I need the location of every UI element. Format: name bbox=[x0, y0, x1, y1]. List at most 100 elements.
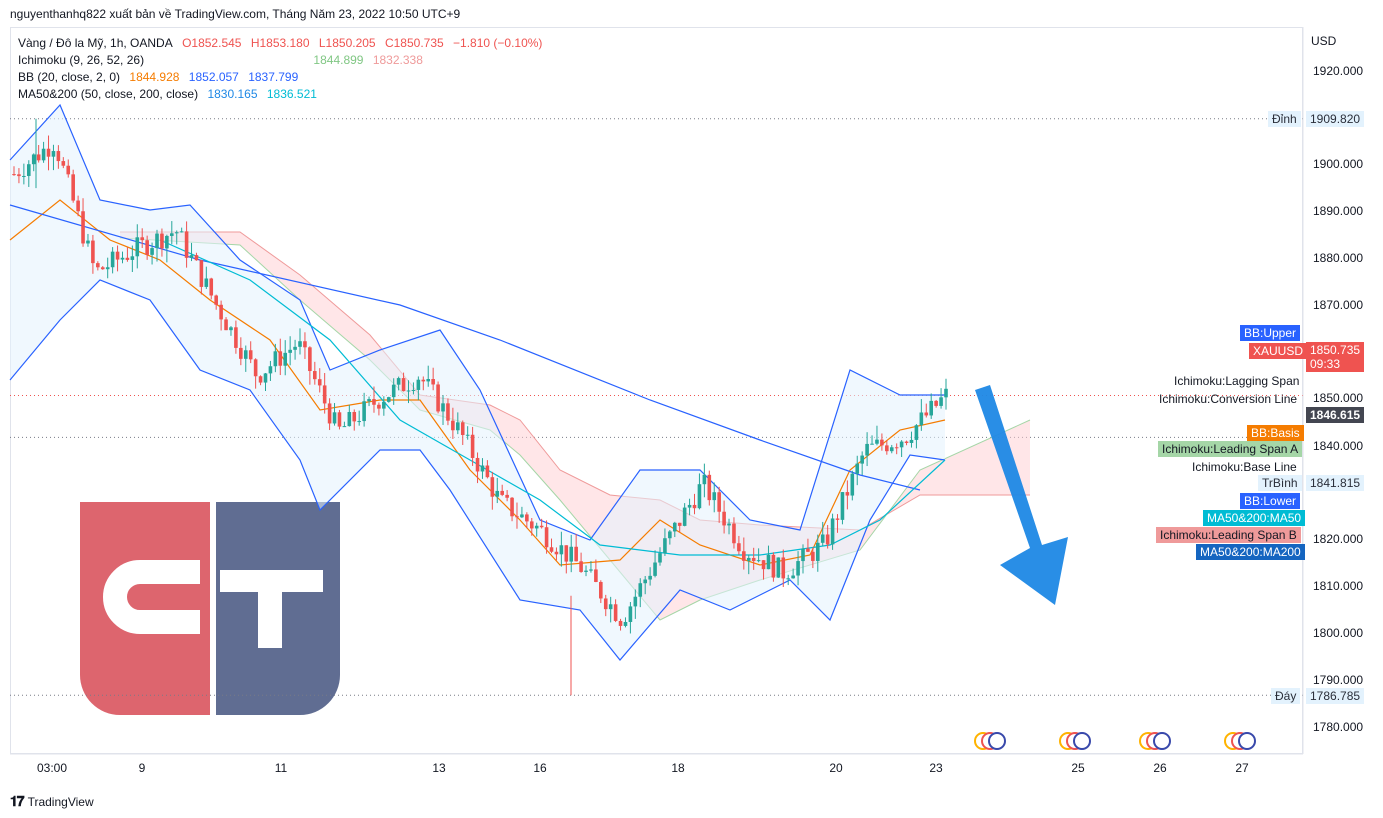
candle-body bbox=[825, 534, 830, 545]
candle-body bbox=[456, 422, 460, 431]
candle-body bbox=[465, 434, 470, 436]
ohlc-change: −1.810 (−0.10%) bbox=[453, 36, 543, 50]
bb-basis-value: 1844.928 bbox=[129, 70, 180, 84]
candle-body bbox=[91, 240, 95, 264]
y-tick-label: 1800.000 bbox=[1313, 626, 1363, 640]
candle-body bbox=[628, 606, 633, 622]
candle-body bbox=[579, 561, 583, 572]
candle-body bbox=[401, 378, 406, 392]
bb-upper-value: 1852.057 bbox=[188, 70, 239, 84]
tradingview-logo-icon: 𝟏𝟕 bbox=[10, 793, 25, 809]
candle-body bbox=[96, 263, 100, 268]
candle-body bbox=[436, 384, 440, 412]
candle-body bbox=[278, 351, 283, 366]
candle-body bbox=[258, 376, 263, 383]
candle-body bbox=[199, 260, 204, 287]
event-flag-icon bbox=[1073, 732, 1091, 750]
candle-body bbox=[633, 596, 638, 607]
candle-body bbox=[840, 492, 845, 520]
candle-body bbox=[165, 235, 169, 249]
y-tick-label: 1840.000 bbox=[1313, 439, 1363, 453]
symbol-tag: XAUUSD bbox=[1249, 343, 1308, 359]
ichimoku-cloud bbox=[120, 232, 1030, 620]
candle-body bbox=[717, 492, 721, 512]
candle-body bbox=[776, 557, 781, 578]
candle-body bbox=[416, 379, 421, 390]
candle-body bbox=[396, 378, 401, 385]
candle-body bbox=[643, 579, 647, 584]
candle-body bbox=[500, 490, 504, 495]
candle-body bbox=[771, 554, 776, 578]
footer-brand[interactable]: 𝟏𝟕 TradingView bbox=[10, 793, 94, 810]
candle-body bbox=[801, 548, 805, 562]
brand-name: TradingView bbox=[27, 794, 94, 809]
ichimoku-label[interactable]: Ichimoku (9, 26, 52, 26) bbox=[18, 53, 145, 67]
x-tick-label: 11 bbox=[275, 761, 288, 775]
leading-span-a-tag: Ichimoku:Leading Span A bbox=[1158, 441, 1303, 457]
avg-value-tag: 1841.815 bbox=[1306, 475, 1365, 491]
bb-label[interactable]: BB (20, close, 2, 0) bbox=[18, 70, 121, 84]
candle-body bbox=[475, 457, 480, 472]
candle-body bbox=[648, 575, 652, 580]
candle-body bbox=[303, 341, 307, 348]
candle-body bbox=[939, 397, 943, 406]
candle-body bbox=[263, 373, 268, 383]
x-tick-label: 20 bbox=[829, 761, 843, 775]
candle-body bbox=[17, 174, 21, 177]
candle-body bbox=[904, 441, 909, 443]
candle-body bbox=[830, 518, 835, 545]
candle-body bbox=[86, 240, 90, 244]
candle-body bbox=[431, 379, 435, 385]
x-tick-label: 16 bbox=[533, 761, 547, 775]
low-value-tag: 1786.785 bbox=[1306, 688, 1365, 704]
candle-body bbox=[288, 349, 292, 353]
candle-body bbox=[243, 350, 248, 359]
candle-body bbox=[697, 484, 702, 509]
candle-body bbox=[746, 557, 751, 561]
candle-body bbox=[594, 569, 598, 582]
candle-body bbox=[386, 397, 391, 402]
candle-body bbox=[584, 570, 588, 572]
candle-body bbox=[239, 347, 243, 359]
ma50-line bbox=[159, 239, 946, 556]
candle-body bbox=[899, 441, 904, 448]
logo-c-block bbox=[80, 502, 210, 715]
candle-body bbox=[894, 447, 899, 449]
candle-body bbox=[352, 412, 357, 422]
candle-body bbox=[298, 341, 302, 347]
candle-body bbox=[569, 546, 574, 562]
candle-body bbox=[525, 514, 529, 522]
symbol-label[interactable]: Vàng / Đô la Mỹ, 1h, OANDA bbox=[18, 36, 173, 50]
candle-body bbox=[539, 525, 544, 528]
candle-body bbox=[273, 351, 278, 367]
ma-label[interactable]: MA50&200 (50, close, 200, close) bbox=[18, 87, 199, 101]
candle-body bbox=[811, 551, 815, 561]
candle-body bbox=[169, 233, 174, 236]
y-tick-label: 1780.000 bbox=[1313, 720, 1363, 734]
candle-body bbox=[66, 165, 71, 175]
ma50-value: 1830.165 bbox=[207, 87, 258, 101]
candle-body bbox=[618, 620, 623, 626]
leading-span-b-tag: Ichimoku:Leading Span B bbox=[1156, 527, 1301, 543]
candle-body bbox=[209, 278, 214, 296]
x-tick-label: 25 bbox=[1071, 761, 1085, 775]
x-tick-label: 18 bbox=[671, 761, 685, 775]
high-label-tag: Đỉnh bbox=[1268, 111, 1301, 127]
candle-body bbox=[751, 557, 756, 561]
candle-body bbox=[702, 474, 707, 485]
x-tick-label: 03:00 bbox=[37, 761, 67, 775]
ma200-tag: MA50&200:MA200 bbox=[1196, 544, 1305, 560]
candle-body bbox=[599, 581, 603, 599]
candle-body bbox=[781, 557, 786, 579]
candle-body bbox=[914, 425, 919, 440]
candle-body bbox=[179, 231, 184, 233]
candle-body bbox=[885, 445, 889, 452]
candle-body bbox=[115, 251, 120, 260]
candle-body bbox=[603, 598, 608, 610]
ohlc-open: O1852.545 bbox=[182, 36, 242, 50]
candle-body bbox=[184, 231, 189, 258]
y-tick-label: 1790.000 bbox=[1313, 673, 1363, 687]
candle-body bbox=[130, 256, 135, 260]
candle-body bbox=[283, 352, 288, 366]
